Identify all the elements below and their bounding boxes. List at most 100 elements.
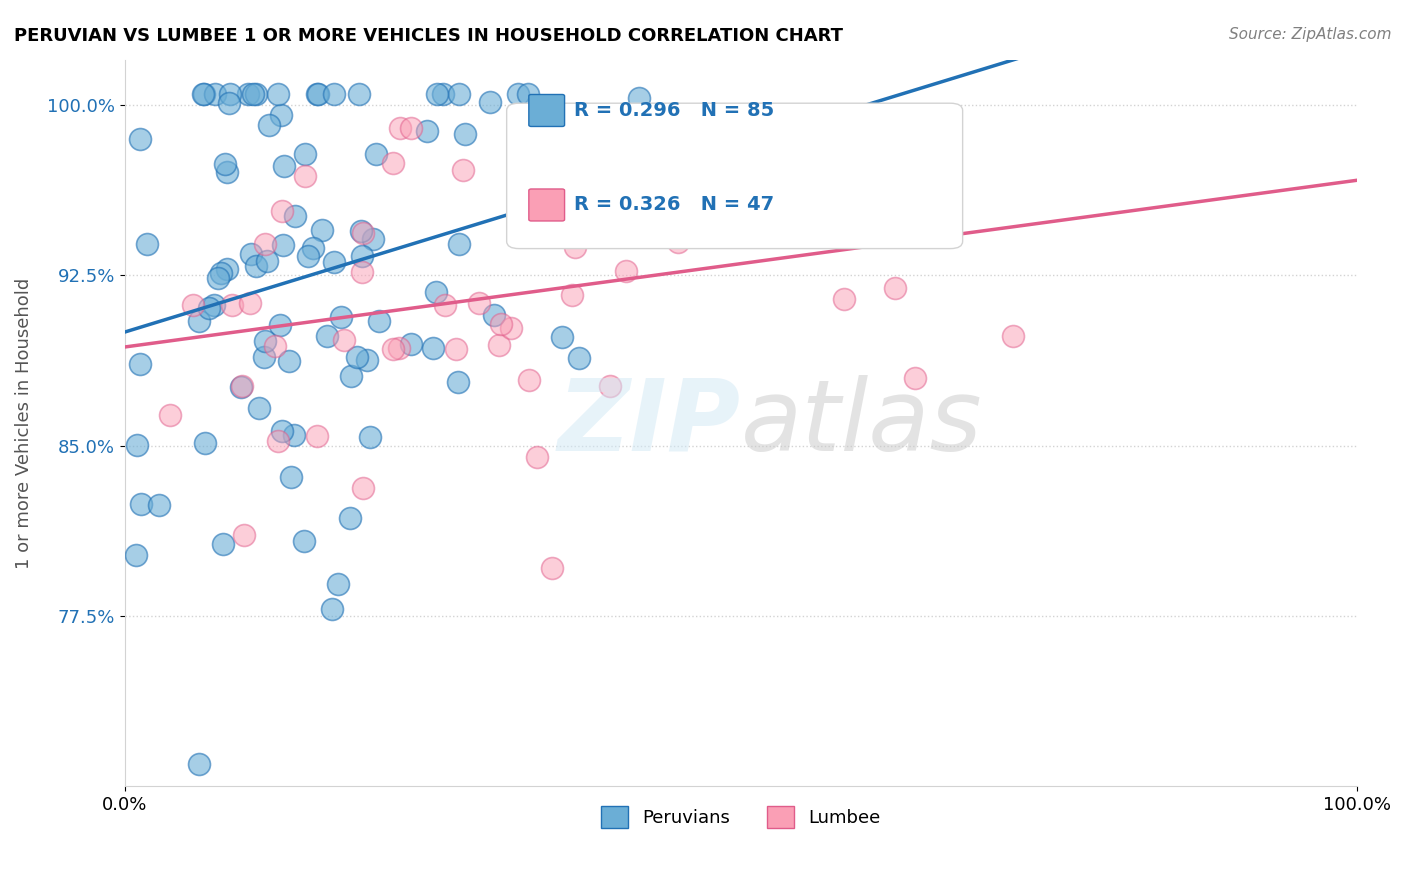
- Point: [294, 147, 316, 161]
- Point: [311, 223, 333, 237]
- Point: [368, 314, 391, 328]
- Point: [883, 281, 905, 295]
- Point: [214, 157, 236, 171]
- Point: [307, 87, 329, 101]
- Point: [449, 236, 471, 251]
- Point: [444, 342, 467, 356]
- Point: [292, 533, 315, 548]
- Point: [198, 301, 221, 315]
- FancyBboxPatch shape: [529, 95, 565, 127]
- Point: [233, 527, 256, 541]
- Point: [1002, 329, 1025, 343]
- Text: ZIP: ZIP: [558, 375, 741, 472]
- Point: [388, 341, 411, 355]
- Point: [148, 498, 170, 512]
- Point: [499, 320, 522, 334]
- Point: [202, 298, 225, 312]
- Point: [270, 108, 292, 122]
- Point: [347, 87, 370, 101]
- Point: [491, 317, 513, 331]
- Point: [253, 334, 276, 348]
- Point: [273, 160, 295, 174]
- Point: [278, 354, 301, 368]
- Point: [257, 118, 280, 132]
- Point: [215, 164, 238, 178]
- Point: [245, 260, 267, 274]
- Point: [321, 602, 343, 616]
- Point: [218, 95, 240, 110]
- Point: [789, 120, 811, 135]
- Point: [339, 511, 361, 525]
- Point: [315, 329, 337, 343]
- Point: [207, 271, 229, 285]
- Point: [240, 247, 263, 261]
- Point: [297, 249, 319, 263]
- Text: R = 0.296   N = 85: R = 0.296 N = 85: [575, 101, 775, 120]
- Point: [218, 87, 240, 101]
- Point: [506, 87, 529, 101]
- Point: [564, 240, 586, 254]
- FancyBboxPatch shape: [529, 189, 565, 221]
- Text: Source: ZipAtlas.com: Source: ZipAtlas.com: [1229, 27, 1392, 42]
- Point: [245, 87, 267, 101]
- Point: [484, 308, 506, 322]
- Point: [447, 87, 470, 101]
- Point: [301, 241, 323, 255]
- Point: [256, 254, 278, 268]
- Point: [526, 450, 548, 465]
- Point: [432, 87, 454, 101]
- Point: [191, 87, 214, 101]
- Point: [346, 350, 368, 364]
- Point: [352, 227, 374, 241]
- Point: [193, 87, 215, 101]
- Point: [467, 295, 489, 310]
- Text: atlas: atlas: [741, 375, 983, 472]
- Point: [627, 91, 650, 105]
- Point: [364, 147, 387, 161]
- Point: [818, 153, 841, 168]
- Text: PERUVIAN VS LUMBEE 1 OR MORE VEHICLES IN HOUSEHOLD CORRELATION CHART: PERUVIAN VS LUMBEE 1 OR MORE VEHICLES IN…: [14, 27, 844, 45]
- Point: [422, 341, 444, 355]
- Point: [399, 337, 422, 351]
- Point: [356, 353, 378, 368]
- Point: [181, 298, 204, 312]
- Point: [352, 481, 374, 495]
- Legend: Peruvians, Lumbee: Peruvians, Lumbee: [593, 799, 887, 836]
- Point: [253, 350, 276, 364]
- Point: [426, 87, 449, 101]
- Point: [561, 288, 583, 302]
- Point: [239, 296, 262, 310]
- Point: [129, 357, 152, 371]
- Point: [187, 756, 209, 771]
- Text: R = 0.326   N = 47: R = 0.326 N = 47: [575, 195, 775, 214]
- Point: [264, 339, 287, 353]
- Point: [212, 537, 235, 551]
- Point: [666, 235, 689, 249]
- Point: [568, 351, 591, 365]
- Point: [307, 87, 329, 101]
- Point: [270, 203, 292, 218]
- Point: [328, 577, 350, 591]
- Point: [381, 156, 404, 170]
- Point: [350, 264, 373, 278]
- Point: [253, 236, 276, 251]
- Point: [269, 318, 291, 333]
- Point: [187, 314, 209, 328]
- Point: [125, 438, 148, 452]
- Point: [280, 469, 302, 483]
- Point: [541, 561, 564, 575]
- Point: [416, 124, 439, 138]
- Point: [136, 236, 159, 251]
- Point: [322, 87, 344, 101]
- Point: [231, 380, 253, 394]
- Point: [247, 401, 270, 415]
- Point: [217, 261, 239, 276]
- Point: [425, 285, 447, 300]
- Point: [401, 120, 423, 135]
- Point: [125, 548, 148, 562]
- Point: [359, 429, 381, 443]
- Point: [517, 87, 540, 101]
- Point: [211, 267, 233, 281]
- Point: [350, 249, 373, 263]
- Point: [614, 264, 637, 278]
